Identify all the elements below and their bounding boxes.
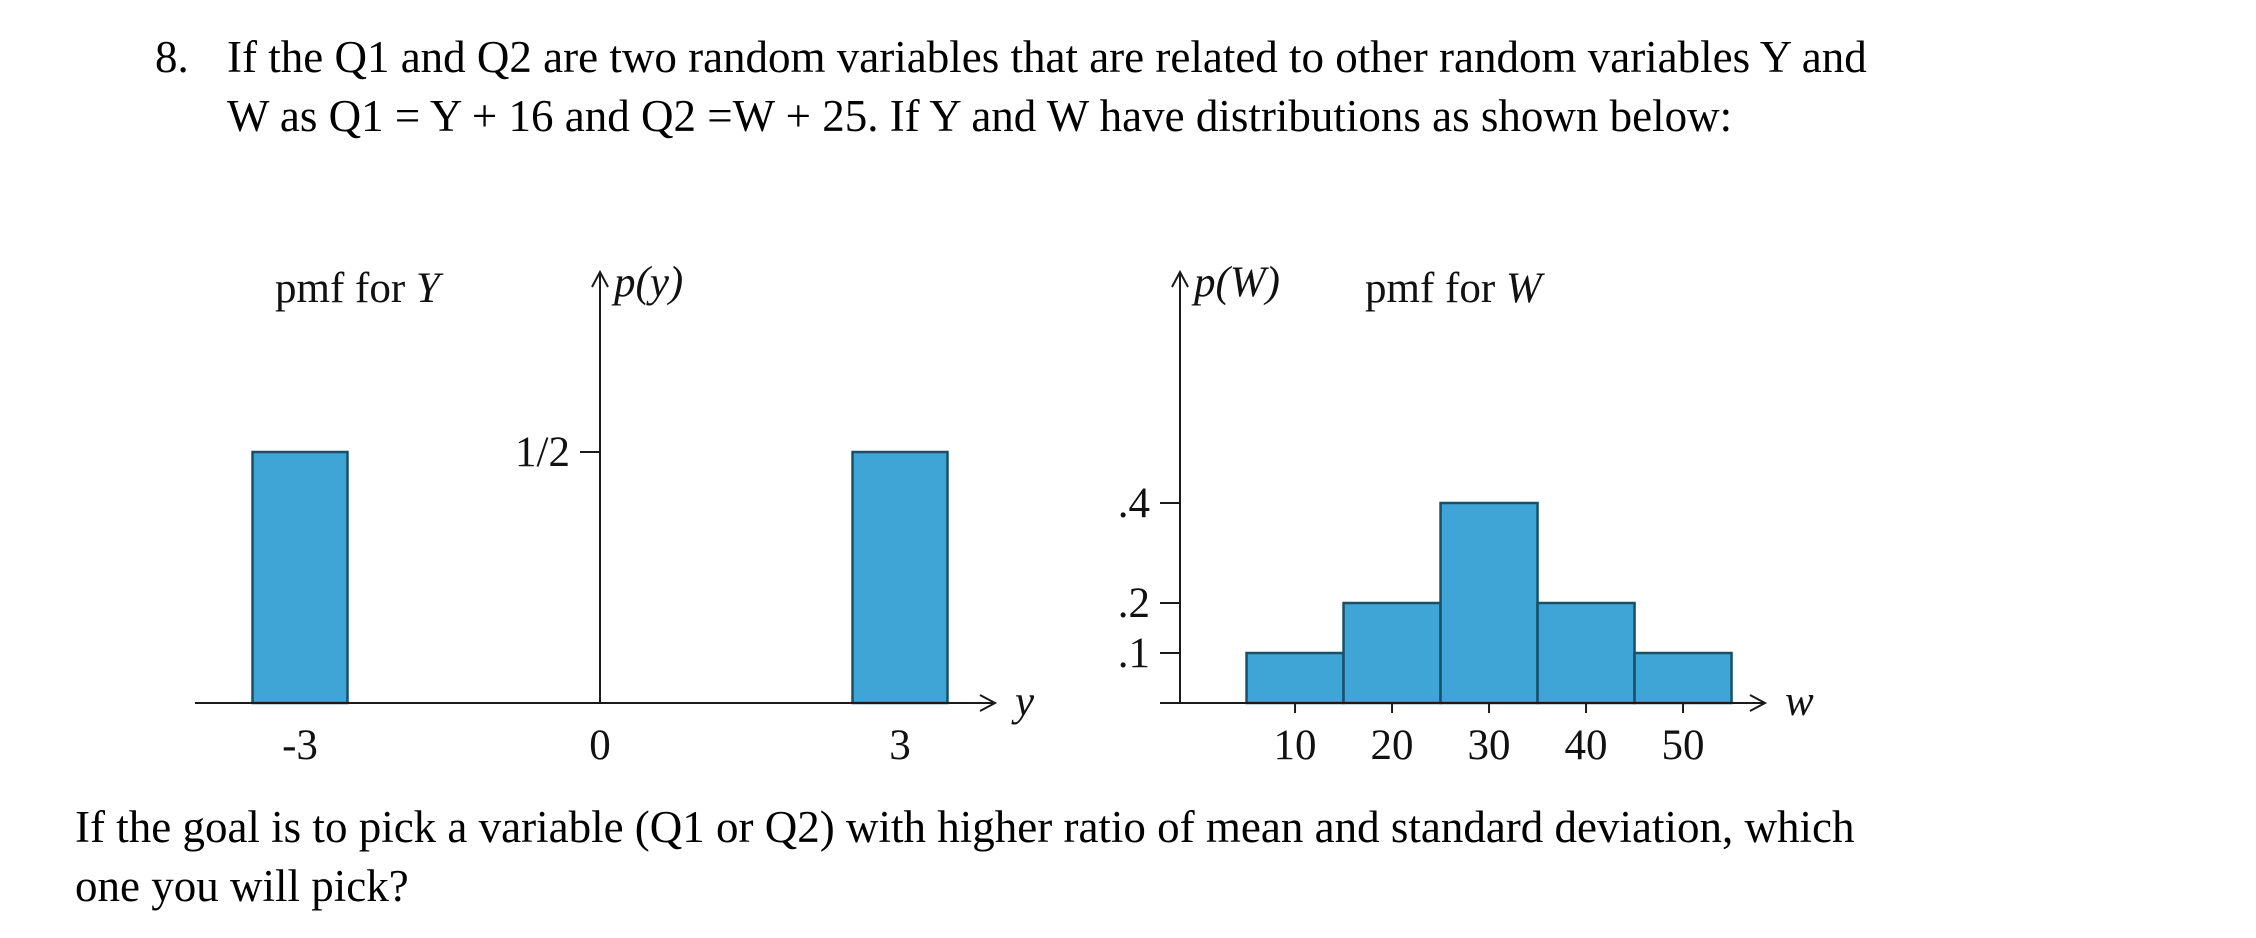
svg-text:-3: -3	[282, 722, 318, 769]
question-block: 8. If the Q1 and Q2 are two random varia…	[155, 28, 2215, 147]
question-line-2: W as Q1 = Y + 16 and Q2 =W + 25. If Y an…	[227, 91, 1733, 142]
question-number: 8.	[155, 32, 189, 82]
closing-line-1: If the goal is to pick a variable (Q1 or…	[75, 802, 1855, 852]
closing-line-2: one you will pick?	[75, 861, 409, 912]
pmf-chart-w: .4 .2.1 10 20 30 40 50 w p(W) pmf for W	[1120, 259, 1814, 769]
question-line-1: If the Q1 and Q2 are two random variable…	[227, 32, 1867, 82]
svg-text:pmf for W: pmf for W	[1365, 265, 1546, 312]
svg-text:20: 20	[1371, 722, 1414, 769]
svg-text:.4: .4	[1120, 480, 1150, 527]
question-text: If the Q1 and Q2 are two random variable…	[227, 28, 1867, 147]
svg-text:10: 10	[1274, 722, 1317, 769]
svg-text:40: 40	[1565, 722, 1608, 769]
pmf-chart-y: 1/2 -3 0 3 y p(y) pmf for Y	[195, 259, 1035, 769]
svg-text:p(y): p(y)	[611, 259, 683, 306]
svg-text:.1: .1	[1120, 630, 1150, 677]
svg-text:pmf for Y: pmf for Y	[275, 265, 444, 312]
closing-question: If the goal is to pick a variable (Q1 or…	[75, 798, 1854, 917]
svg-text:p(W): p(W)	[1191, 259, 1280, 306]
svg-text:w: w	[1785, 678, 1814, 725]
svg-text:50: 50	[1662, 722, 1705, 769]
svg-text:3: 3	[889, 722, 911, 769]
svg-text:y: y	[1011, 678, 1035, 725]
svg-text:.2: .2	[1120, 580, 1150, 627]
svg-text:0: 0	[589, 722, 611, 769]
svg-text:30: 30	[1468, 722, 1511, 769]
svg-text:1/2: 1/2	[515, 429, 570, 476]
